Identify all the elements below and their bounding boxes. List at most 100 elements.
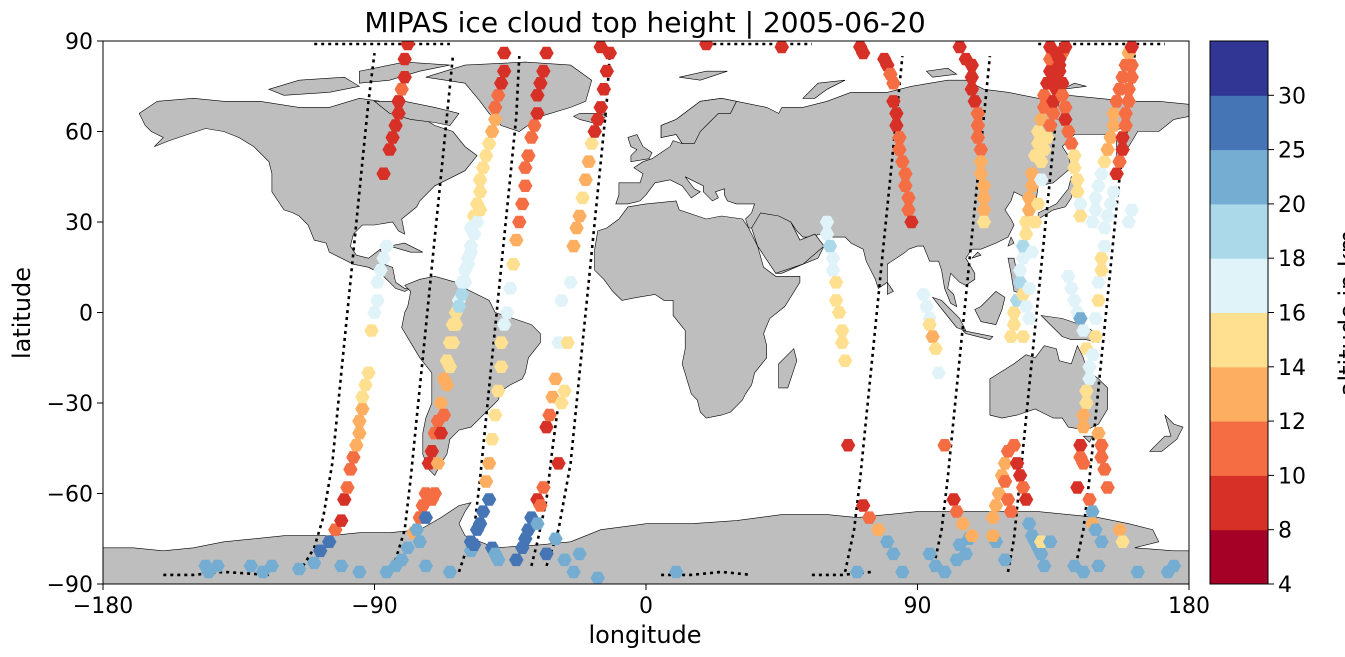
cloud-point — [542, 408, 557, 422]
colorbar-tick-label: 8 — [1278, 519, 1292, 544]
colorbar-swatch — [1210, 41, 1268, 96]
cloud-point — [922, 318, 937, 331]
cloud-point — [397, 52, 412, 66]
cloud-point — [946, 493, 961, 506]
cloud-point — [418, 511, 433, 524]
cloud-point — [385, 131, 400, 144]
cloud-point — [518, 179, 533, 192]
cloud-point — [355, 402, 370, 416]
cloud-point — [475, 161, 491, 174]
cloud-point — [1024, 245, 1040, 259]
cloud-point — [1091, 294, 1106, 307]
cloud-point — [1088, 191, 1103, 205]
cloud-point — [1034, 173, 1049, 186]
cloud-point — [1082, 493, 1097, 506]
cloud-point — [1000, 493, 1016, 506]
colorbar-swatch — [1210, 475, 1268, 531]
orbit-track-8 — [1006, 52, 1064, 573]
cloud-point — [976, 203, 992, 217]
cloud-point — [1082, 372, 1097, 386]
cloud-point — [1003, 330, 1019, 343]
colorbar-swatch — [1210, 149, 1268, 205]
cloud-point — [427, 487, 442, 500]
cloud-point — [901, 203, 916, 217]
colorbar-tick-label: 30 — [1278, 84, 1306, 109]
cloud-point — [599, 64, 614, 78]
land-cuba — [389, 242, 423, 253]
cloud-point — [210, 559, 225, 573]
land-java — [961, 330, 994, 341]
cloud-point — [397, 71, 412, 84]
cloud-point — [376, 252, 391, 265]
cloud-point — [880, 535, 895, 548]
cloud-point — [1012, 469, 1028, 482]
cloud-point — [515, 197, 530, 211]
cloud-point — [1037, 143, 1052, 156]
colorbar: 4 8 10 12 14 16 18 20 25 30 — [1209, 40, 1306, 598]
cloud-point — [1079, 384, 1094, 398]
orbit-track-6 — [843, 55, 904, 573]
cloud-point — [518, 161, 533, 174]
cloud-point — [1112, 83, 1127, 96]
cloud-point — [928, 342, 943, 355]
cloud-point — [551, 336, 566, 349]
cloud-point — [919, 300, 934, 313]
cloud-point — [1018, 493, 1034, 506]
cloud-point — [524, 131, 539, 144]
orbit-track-1 — [298, 52, 376, 573]
cloud-point — [475, 505, 491, 518]
cloud-point — [291, 562, 307, 576]
cloud-point — [1037, 559, 1052, 573]
cloud-point — [1021, 312, 1037, 325]
cloud-point — [1109, 95, 1124, 108]
cloud-point — [973, 143, 989, 156]
cloud-point — [1082, 360, 1097, 373]
cloud-point — [1124, 58, 1139, 72]
cloud-point — [1097, 221, 1112, 235]
y-tick-label: −60 — [47, 483, 93, 508]
cloud-point — [1103, 131, 1118, 144]
cloud-point — [337, 493, 352, 506]
cloud-point — [949, 505, 964, 518]
cloud-point — [1097, 155, 1112, 168]
cloud-point — [433, 426, 449, 440]
cloud-point — [819, 227, 835, 241]
cloud-point — [581, 155, 596, 168]
cloud-point — [506, 258, 521, 271]
cloud-point — [484, 433, 500, 446]
cloud-point — [527, 119, 542, 132]
cloud-point — [1076, 408, 1091, 422]
cloud-point — [1034, 547, 1049, 561]
x-axis: −180 −90 0 90 180 — [73, 584, 1210, 619]
cloud-point — [463, 245, 479, 259]
cloud-point — [442, 565, 458, 579]
cloud-point — [1021, 282, 1037, 295]
cloud-point — [1064, 137, 1079, 150]
cloud-point — [1115, 71, 1130, 84]
cloud-point — [358, 378, 373, 392]
cloud-point — [1043, 119, 1058, 132]
cloud-point — [557, 553, 572, 567]
cloud-point — [1073, 312, 1088, 325]
cloud-point — [828, 276, 844, 289]
cloud-point — [1094, 535, 1109, 548]
cloud-point — [1091, 426, 1106, 440]
land-new-siberian — [1062, 82, 1087, 90]
cloud-point — [1115, 143, 1130, 156]
cloud-point — [488, 101, 503, 114]
land-australia — [989, 344, 1108, 431]
cloud-point — [494, 360, 509, 373]
colorbar-label: altitude in km — [1334, 230, 1345, 397]
cloud-point — [895, 565, 910, 579]
cloud-point — [460, 258, 476, 271]
cloud-point — [988, 499, 1004, 512]
cloud-point — [488, 113, 503, 126]
cloud-point — [1121, 215, 1136, 229]
cloud-point — [488, 408, 503, 422]
cloud-point — [1112, 155, 1127, 168]
cloud-point — [889, 107, 904, 120]
cloud-point — [593, 41, 608, 54]
cloud-point — [497, 46, 512, 60]
x-tick-label: 180 — [1168, 594, 1210, 619]
cloud-point — [418, 559, 433, 573]
